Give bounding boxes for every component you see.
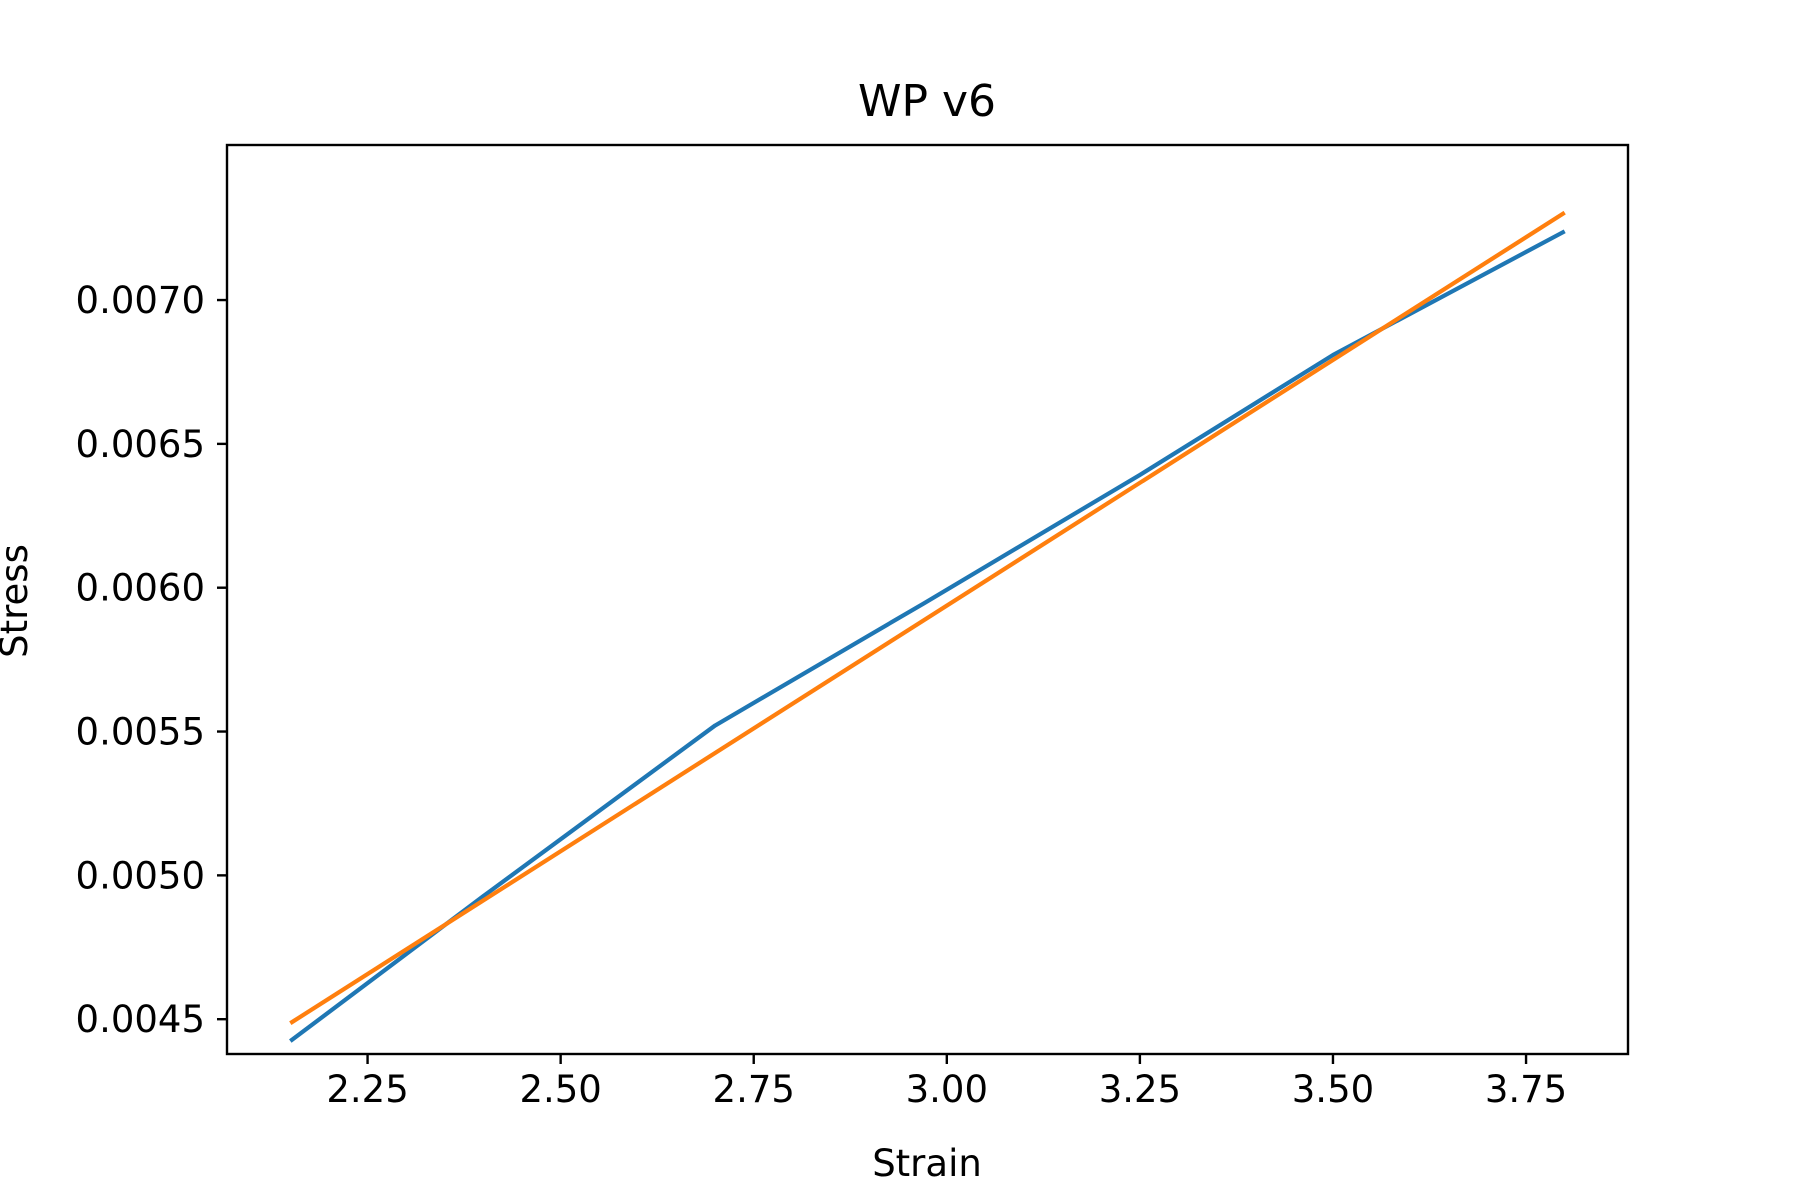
- y-tick-label: 0.0070: [76, 279, 205, 322]
- y-tick-label: 0.0060: [76, 567, 205, 610]
- x-axis-label: Strain: [872, 1142, 982, 1185]
- series-line-1: [289, 229, 1566, 1043]
- y-tick-label: 0.0055: [76, 711, 205, 754]
- plot-area: [289, 210, 1566, 1043]
- chart-title: WP v6: [858, 76, 996, 127]
- y-tick-label: 0.0065: [76, 423, 205, 466]
- x-tick-label: 3.25: [1099, 1068, 1181, 1111]
- x-tick-label: 3.00: [906, 1068, 988, 1111]
- series-line-2: [289, 210, 1566, 1025]
- x-tick-label: 2.50: [519, 1068, 601, 1111]
- y-axis-label: Stress: [0, 544, 36, 658]
- y-axis: 0.0045 0.0050 0.0055 0.0060 0.0065 0.0070: [76, 279, 227, 1041]
- x-axis: 2.25 2.50 2.75 3.00 3.25 3.50 3.75: [326, 1054, 1567, 1111]
- y-tick-label: 0.0050: [76, 854, 205, 897]
- x-tick-label: 3.75: [1485, 1068, 1567, 1111]
- y-tick-label: 0.0045: [76, 998, 205, 1041]
- axes-frame: [225, 143, 1630, 1056]
- x-tick-label: 2.25: [326, 1068, 408, 1111]
- x-tick-label: 2.75: [713, 1068, 795, 1111]
- x-tick-label: 3.50: [1292, 1068, 1374, 1111]
